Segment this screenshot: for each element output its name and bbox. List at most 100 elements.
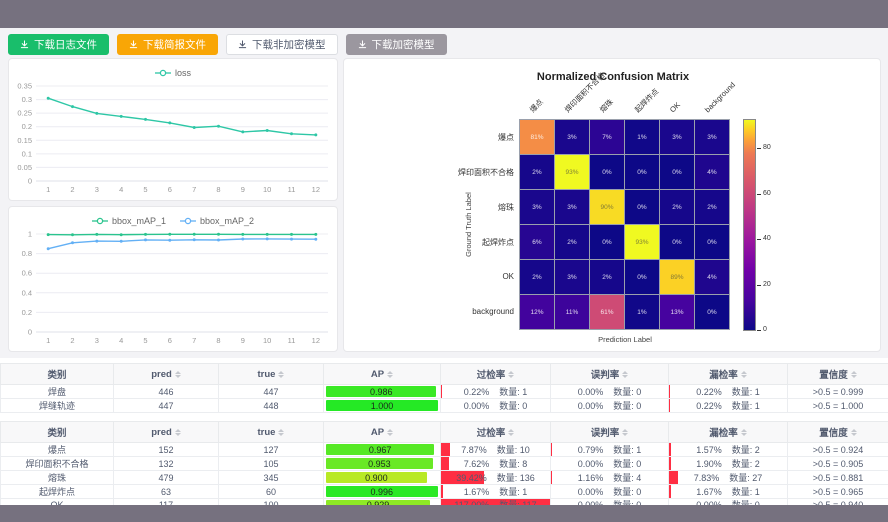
colorbar-tick-label: 40 <box>763 235 771 243</box>
column-header-AP[interactable]: AP <box>323 421 441 443</box>
svg-text:8: 8 <box>216 185 220 194</box>
sort-caret-icon <box>278 428 285 436</box>
over-rate-cell: 0.22% 数量: 1 <box>440 384 551 399</box>
heatmap-row-label: 起焊炸点 <box>482 238 514 247</box>
pred-cell: 447 <box>113 398 219 413</box>
colorbar-tick-label: 80 <box>763 144 771 152</box>
column-header-true[interactable]: true <box>218 363 324 385</box>
svg-text:2: 2 <box>70 185 74 194</box>
heatmap-cell: 2% <box>520 260 554 294</box>
column-header-误判率[interactable]: 误判率 <box>550 421 669 443</box>
sort-caret-icon <box>387 428 394 436</box>
table-row: 焊印面积不合格 132 105 0.953 7.62% 数量: 8 0.00% 数量: 0 1.… <box>0 456 888 471</box>
column-header-pred[interactable]: pred <box>113 421 219 443</box>
miss-rate-cell: 1.90% 数量: 2 <box>668 456 788 471</box>
confusion-matrix-title: Normalized Confusion Matrix <box>536 71 690 83</box>
heatmap-row-label: 熔珠 <box>498 203 514 212</box>
svg-text:9: 9 <box>241 185 245 194</box>
heatmap-col-label: 起焊炸点 <box>632 86 661 115</box>
confidence-cell: >0.5 = 0.965 <box>787 484 888 499</box>
confidence-cell: >0.5 = 1.000 <box>787 398 888 413</box>
miss-rate-cell: 7.83% 数量: 27 <box>668 470 788 485</box>
legend-item-bbox_mAP_1[interactable]: bbox_mAP_1 <box>91 216 166 226</box>
heatmap-cell: 2% <box>555 225 589 259</box>
download-icon <box>129 40 138 49</box>
confidence-cell: >0.5 = 0.924 <box>787 442 888 457</box>
heatmap-row-label: 爆点 <box>498 133 514 142</box>
svg-text:0.05: 0.05 <box>17 163 32 172</box>
svg-text:5: 5 <box>143 336 147 345</box>
over-rate-cell: 7.87% 数量: 10 <box>440 442 551 457</box>
true-cell: 60 <box>218 484 324 499</box>
heatmap-cell: 81% <box>520 120 554 154</box>
colorbar-tick-label: 20 <box>763 280 771 288</box>
svg-text:12: 12 <box>312 336 320 345</box>
colorbar <box>743 119 756 331</box>
svg-text:12: 12 <box>312 185 320 194</box>
sort-caret-icon <box>622 428 629 436</box>
svg-text:1: 1 <box>28 230 32 239</box>
legend-item-bbox_mAP_2[interactable]: bbox_mAP_2 <box>180 216 254 226</box>
download-button-3[interactable]: 下载加密模型 <box>345 34 447 55</box>
svg-text:11: 11 <box>288 185 296 194</box>
column-header-过检率[interactable]: 过检率 <box>440 363 551 385</box>
heatmap-cell: 11% <box>555 295 589 329</box>
heatmap-cell: 93% <box>625 225 659 259</box>
download-button-0[interactable]: 下载日志文件 <box>8 34 109 55</box>
sort-caret-icon <box>174 370 181 378</box>
loss-chart: 00.050.10.150.20.250.30.351 2 3 4 5 6 7 8 9 10 11 1… <box>17 82 328 194</box>
sort-caret-icon <box>174 428 181 436</box>
column-header-true[interactable]: true <box>218 421 324 443</box>
svg-text:0.25: 0.25 <box>17 109 32 118</box>
column-header-漏检率[interactable]: 漏检率 <box>668 421 788 443</box>
table-row: 熔珠 479 345 0.900 39.42% 数量: 136 1.16% 数量: 4 7.83… <box>0 470 888 485</box>
download-button-2[interactable]: 下载非加密模型 <box>226 34 338 55</box>
legend-marker-icon <box>154 69 171 77</box>
ap-cell: 0.996 <box>323 484 441 499</box>
class-cell: 起焊炸点 <box>0 484 114 499</box>
window-top-bar <box>0 0 888 28</box>
misjudge-rate-cell: 1.16% 数量: 4 <box>550 470 669 485</box>
pred-cell: 132 <box>113 456 219 471</box>
misjudge-rate-cell: 0.00%数量: 0 <box>550 384 669 399</box>
sort-caret-icon <box>508 370 515 378</box>
svg-text:0: 0 <box>28 177 32 186</box>
heatmap-cell: 7% <box>590 120 624 154</box>
heatmap-row-label: background <box>472 307 514 316</box>
legend-item-loss[interactable]: loss <box>154 68 191 78</box>
column-header-AP[interactable]: AP <box>323 363 441 385</box>
map-chart-legend: bbox_mAP_1 bbox_mAP_2 <box>9 207 337 229</box>
svg-text:10: 10 <box>263 185 271 194</box>
column-header-误判率[interactable]: 误判率 <box>550 363 669 385</box>
heatmap-cell: 0% <box>590 225 624 259</box>
table-row: 爆点 152 127 0.967 7.87% 数量: 10 0.79% 数量: 1 1.57% 数… <box>0 442 888 457</box>
svg-text:0.4: 0.4 <box>22 288 32 297</box>
colorbar-tick-label: 60 <box>763 189 771 197</box>
ap-cell: 0.986 <box>323 384 441 399</box>
misjudge-rate-cell: 0.79% 数量: 1 <box>550 442 669 457</box>
over-rate-cell: 1.67% 数量: 1 <box>440 484 551 499</box>
legend-marker-icon <box>180 217 196 225</box>
over-rate-cell: 0.00% 数量: 0 <box>440 398 551 413</box>
column-header-置信度[interactable]: 置信度 <box>787 363 888 385</box>
column-header-置信度[interactable]: 置信度 <box>787 421 888 443</box>
svg-text:0.6: 0.6 <box>22 269 32 278</box>
heatmap-cell: 3% <box>520 190 554 224</box>
heatmap-cell: 0% <box>625 260 659 294</box>
svg-text:7: 7 <box>192 336 196 345</box>
column-header-过检率[interactable]: 过检率 <box>440 421 551 443</box>
heatmap-cell: 2% <box>695 190 729 224</box>
heatmap-cell: 0% <box>660 225 694 259</box>
column-header-pred[interactable]: pred <box>113 363 219 385</box>
heatmap-cell: 93% <box>555 155 589 189</box>
column-header-类别: 类别 <box>0 421 114 443</box>
miss-rate-cell: 1.57% 数量: 2 <box>668 442 788 457</box>
download-icon <box>358 40 366 49</box>
download-icon <box>20 40 29 49</box>
column-header-漏检率[interactable]: 漏检率 <box>668 363 788 385</box>
download-button-1[interactable]: 下载简报文件 <box>117 34 218 55</box>
column-header-类别: 类别 <box>0 363 114 385</box>
legend-marker-icon <box>91 217 108 225</box>
svg-text:1: 1 <box>46 185 50 194</box>
heatmap-col-label: background <box>702 80 738 115</box>
